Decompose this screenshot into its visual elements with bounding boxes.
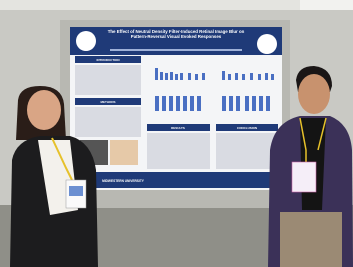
shape [197, 96, 201, 111]
poster-title-box: The Effect of Neutral Density Filter-Ind… [100, 29, 252, 47]
shape [195, 74, 198, 80]
shape [280, 212, 342, 267]
shape [235, 73, 238, 80]
logo-right [257, 34, 277, 54]
diagram-figure [110, 140, 138, 165]
shape [252, 96, 256, 111]
shape [180, 73, 183, 80]
shape [266, 96, 270, 111]
shape [259, 96, 263, 111]
shape [222, 96, 226, 111]
shape [258, 74, 261, 80]
shape [183, 96, 187, 111]
shape [245, 96, 249, 111]
shape [162, 96, 166, 111]
poster-title: The Effect of Neutral Density Filter-Ind… [100, 29, 252, 39]
shape [236, 96, 240, 111]
shape [271, 74, 274, 80]
shape [265, 73, 268, 80]
footer-text: MIDWESTERN UNIVERSITY [102, 179, 145, 183]
shape [190, 96, 194, 111]
photo: The Effect of Neutral Density Filter-Ind… [0, 0, 353, 267]
shape [202, 73, 205, 80]
authors [110, 49, 242, 51]
poster: The Effect of Neutral Density Filter-Ind… [70, 27, 282, 190]
shape [170, 72, 173, 80]
text-block [75, 107, 141, 137]
shape [27, 90, 61, 130]
text-block [147, 133, 210, 169]
text-block [75, 65, 141, 95]
shape [175, 74, 178, 80]
shape [176, 96, 180, 111]
shape [155, 68, 158, 80]
shape [69, 186, 83, 196]
section-title: RESULTS [171, 126, 185, 130]
shape [222, 71, 225, 80]
shape [155, 96, 159, 111]
shape [228, 74, 231, 80]
shape [242, 74, 245, 80]
shape [229, 96, 233, 111]
shape [169, 96, 173, 111]
logo-left [76, 31, 96, 51]
text-block [216, 133, 278, 169]
shape [165, 73, 168, 80]
section-title: INTRODUCTION [97, 58, 120, 62]
shape [292, 162, 316, 192]
shape [250, 73, 253, 80]
section-title: METHODS [101, 100, 116, 104]
shape [188, 73, 191, 80]
sign [300, 0, 353, 10]
shape [298, 74, 330, 114]
section-title: CONCLUSION [237, 126, 257, 130]
shape [160, 72, 163, 80]
